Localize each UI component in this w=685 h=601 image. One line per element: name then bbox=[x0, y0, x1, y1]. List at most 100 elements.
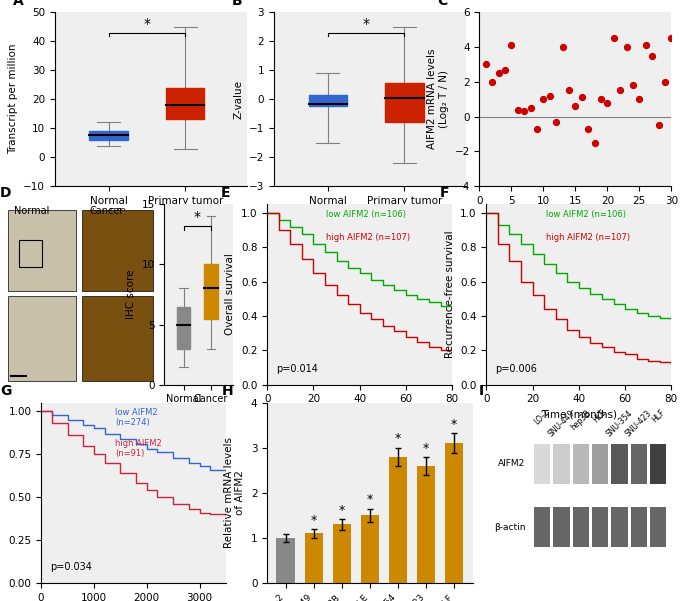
Point bbox=[545, 91, 556, 100]
Point bbox=[666, 33, 677, 43]
Point bbox=[653, 120, 664, 130]
X-axis label: Time (months): Time (months) bbox=[541, 410, 616, 420]
Text: β-actin: β-actin bbox=[494, 523, 525, 531]
Point bbox=[506, 40, 517, 50]
Point bbox=[614, 86, 625, 96]
Bar bbox=[82, 210, 153, 291]
Bar bbox=[553, 507, 570, 547]
Text: I: I bbox=[479, 385, 484, 398]
Point bbox=[602, 98, 613, 108]
Text: AIFM2: AIFM2 bbox=[498, 460, 525, 468]
Point bbox=[627, 81, 638, 90]
Bar bbox=[573, 444, 589, 484]
Text: *: * bbox=[338, 504, 345, 517]
Bar bbox=[333, 524, 351, 583]
Text: hep3B: hep3B bbox=[569, 408, 593, 432]
Point bbox=[564, 86, 575, 96]
Bar bbox=[8, 296, 76, 381]
Y-axis label: Relative mRNA levels
of AIFM2: Relative mRNA levels of AIFM2 bbox=[223, 438, 245, 548]
Bar bbox=[650, 444, 667, 484]
Y-axis label: Overall survival: Overall survival bbox=[225, 254, 236, 335]
Text: *: * bbox=[451, 418, 458, 431]
Bar bbox=[553, 444, 570, 484]
Bar bbox=[177, 307, 190, 349]
Bar bbox=[650, 507, 667, 547]
Point bbox=[487, 77, 498, 87]
Text: SNU-449: SNU-449 bbox=[547, 408, 576, 438]
Bar bbox=[417, 466, 435, 583]
Text: B: B bbox=[232, 0, 242, 8]
Bar bbox=[534, 444, 550, 484]
Text: C: C bbox=[437, 0, 447, 8]
Text: p=0.014: p=0.014 bbox=[277, 364, 319, 374]
Text: *: * bbox=[362, 17, 370, 31]
Text: *: * bbox=[194, 210, 201, 224]
Bar bbox=[592, 507, 608, 547]
Bar bbox=[277, 538, 295, 583]
Point bbox=[512, 105, 523, 114]
Y-axis label: Transcript per million: Transcript per million bbox=[8, 44, 18, 154]
Point bbox=[570, 102, 581, 111]
Bar bbox=[445, 444, 463, 583]
Point bbox=[576, 93, 587, 102]
Text: E: E bbox=[221, 186, 230, 200]
Text: p=0.034: p=0.034 bbox=[51, 563, 92, 572]
Y-axis label: Recurrence-free survival: Recurrence-free survival bbox=[445, 231, 455, 358]
Text: A: A bbox=[12, 0, 23, 8]
Bar bbox=[89, 131, 127, 140]
Bar bbox=[630, 444, 647, 484]
Point bbox=[480, 59, 491, 69]
Text: F: F bbox=[440, 186, 449, 200]
Bar bbox=[305, 534, 323, 583]
Point bbox=[660, 77, 671, 87]
Bar bbox=[592, 444, 608, 484]
Text: low AIFM2
(n=274): low AIFM2 (n=274) bbox=[115, 408, 158, 427]
Bar bbox=[308, 95, 347, 106]
Point bbox=[532, 124, 543, 133]
Text: high AIFM2 (n=107): high AIFM2 (n=107) bbox=[545, 233, 630, 242]
Point bbox=[634, 94, 645, 104]
Bar bbox=[611, 507, 627, 547]
Text: HLF: HLF bbox=[650, 408, 667, 425]
Point bbox=[608, 33, 619, 43]
Text: p=0.006: p=0.006 bbox=[495, 364, 538, 374]
Bar bbox=[361, 516, 379, 583]
Text: high AIFM2 (n=107): high AIFM2 (n=107) bbox=[326, 233, 410, 242]
Y-axis label: AIFM2 mRNA levels
(Log₂ T / N): AIFM2 mRNA levels (Log₂ T / N) bbox=[427, 49, 449, 150]
Point bbox=[519, 106, 530, 116]
Bar bbox=[573, 507, 589, 547]
Text: SNU-354: SNU-354 bbox=[604, 408, 634, 438]
Point bbox=[647, 50, 658, 60]
Text: HLE: HLE bbox=[592, 408, 608, 425]
Point bbox=[557, 42, 568, 52]
Bar bbox=[385, 83, 423, 123]
Y-axis label: Z-value: Z-value bbox=[234, 80, 243, 118]
Point bbox=[499, 65, 510, 75]
Text: D: D bbox=[0, 186, 11, 200]
Point bbox=[595, 94, 606, 104]
Text: Normal: Normal bbox=[14, 206, 50, 216]
Point bbox=[589, 138, 600, 148]
Point bbox=[640, 40, 651, 50]
Point bbox=[525, 103, 536, 113]
Text: high AIFM2
(n=91): high AIFM2 (n=91) bbox=[115, 439, 162, 458]
Text: *: * bbox=[310, 514, 317, 526]
Text: low AIFM2 (n=106): low AIFM2 (n=106) bbox=[545, 210, 625, 219]
X-axis label: Patients with HCC (n=30): Patients with HCC (n=30) bbox=[509, 212, 642, 222]
Point bbox=[583, 124, 594, 133]
Bar bbox=[166, 88, 204, 120]
Text: SNU-423: SNU-423 bbox=[624, 408, 653, 438]
Bar bbox=[19, 240, 42, 267]
Bar bbox=[82, 296, 153, 381]
Bar bbox=[204, 264, 218, 319]
Text: Cancer: Cancer bbox=[90, 206, 124, 216]
Text: *: * bbox=[423, 442, 429, 454]
Point bbox=[538, 94, 549, 104]
Bar bbox=[630, 507, 647, 547]
Bar bbox=[534, 507, 550, 547]
Text: *: * bbox=[395, 433, 401, 445]
Text: low AIFM2 (n=106): low AIFM2 (n=106) bbox=[326, 210, 406, 219]
Text: *: * bbox=[143, 17, 151, 31]
Bar bbox=[611, 444, 627, 484]
Text: G: G bbox=[1, 385, 12, 398]
